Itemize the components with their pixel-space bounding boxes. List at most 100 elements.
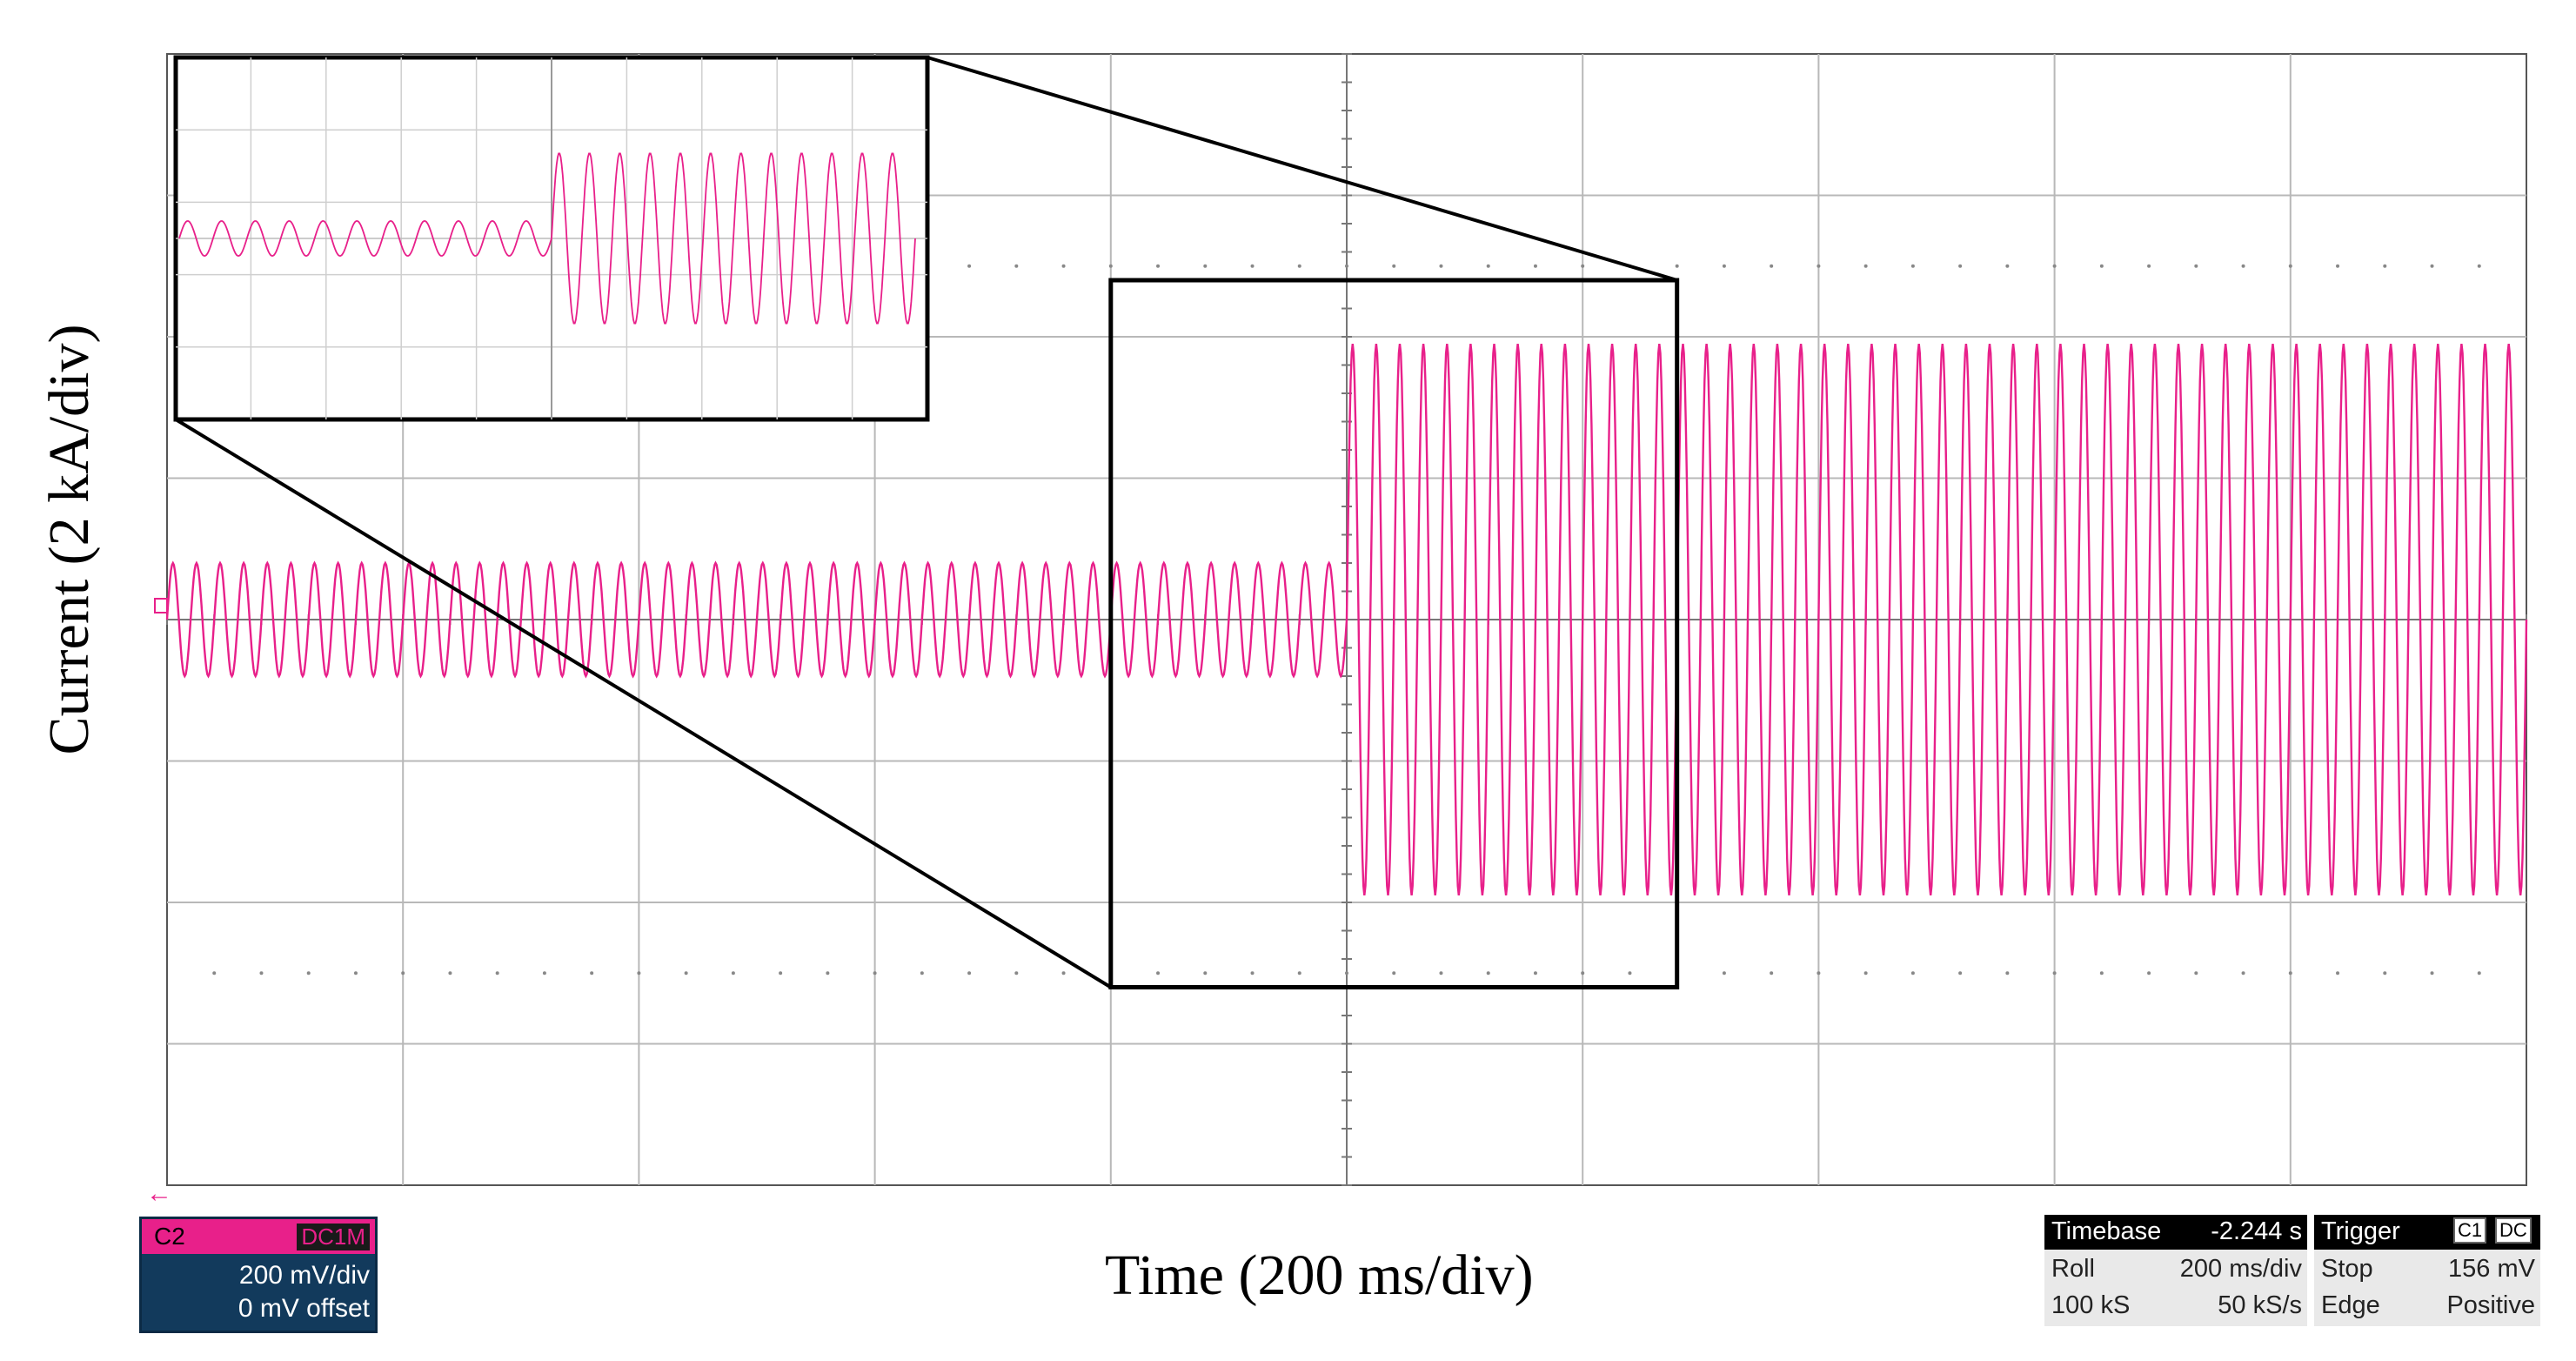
dotted-level-marker xyxy=(1014,264,1019,268)
dotted-level-marker xyxy=(212,971,217,975)
dotted-level-marker xyxy=(1581,264,1585,268)
dotted-level-marker xyxy=(1014,971,1019,975)
timebase-samples: 100 kS xyxy=(2051,1291,2131,1319)
trigger-type: Edge xyxy=(2321,1291,2380,1319)
dotted-level-marker xyxy=(259,971,264,975)
dotted-level-marker xyxy=(2477,971,2481,975)
trigger-panel[interactable]: Trigger C1 DC Stop 156 mV Edge Positive xyxy=(2314,1215,2540,1326)
dotted-level-marker xyxy=(1156,971,1161,975)
dotted-level-marker xyxy=(2288,264,2292,268)
trigger-slope: Positive xyxy=(2446,1291,2535,1319)
callout-line-bottom xyxy=(174,418,1112,989)
dotted-level-marker xyxy=(920,971,924,975)
channel-descriptor[interactable]: C2 DC1M 200 mV/div 0 mV offset xyxy=(139,1217,378,1333)
dotted-level-marker xyxy=(1345,264,1348,268)
trace-segment xyxy=(165,560,1348,679)
channel-name: C2 xyxy=(154,1223,185,1250)
dotted-level-marker xyxy=(1722,264,1726,268)
dotted-level-marker xyxy=(1628,971,1632,975)
dotted-level-marker xyxy=(1817,264,1821,268)
dotted-level-marker xyxy=(1108,264,1113,268)
dotted-level-marker xyxy=(1392,971,1396,975)
dotted-level-marker xyxy=(1533,264,1537,268)
channel-coupling: DC1M xyxy=(295,1222,371,1252)
timebase-title: Timebase xyxy=(2051,1217,2162,1245)
dotted-level-marker xyxy=(1439,264,1443,268)
dotted-level-marker xyxy=(2383,971,2387,975)
trigger-title: Trigger xyxy=(2321,1217,2400,1245)
dotted-level-marker xyxy=(731,971,735,975)
dotted-level-marker xyxy=(1061,971,1066,975)
callout-line-top xyxy=(927,56,1678,282)
dotted-level-marker xyxy=(2194,264,2198,268)
dotted-level-marker xyxy=(2147,971,2151,975)
dotted-level-marker xyxy=(1770,264,1774,268)
dotted-level-marker xyxy=(2147,264,2151,268)
dotted-level-marker xyxy=(2005,971,2010,975)
ground-marker xyxy=(154,598,168,613)
dotted-level-marker xyxy=(2477,264,2481,268)
dotted-level-marker xyxy=(1910,264,1915,268)
dotted-level-marker xyxy=(1203,264,1208,268)
dotted-level-marker xyxy=(2430,971,2434,975)
dotted-level-marker xyxy=(1061,264,1066,268)
dotted-level-marker xyxy=(1581,971,1585,975)
timebase-panel[interactable]: Timebase -2.244 s Roll 200 ms/div 100 kS… xyxy=(2044,1215,2307,1326)
dotted-level-marker xyxy=(2241,264,2245,268)
dotted-level-marker xyxy=(1203,971,1208,975)
dotted-level-marker xyxy=(1345,971,1348,975)
dotted-level-marker xyxy=(2005,264,2010,268)
dotted-level-marker xyxy=(2430,264,2434,268)
dotted-level-marker xyxy=(2336,971,2340,975)
dotted-level-marker xyxy=(873,971,877,975)
dotted-level-marker xyxy=(1863,971,1868,975)
dotted-level-marker xyxy=(306,971,311,975)
dotted-level-marker xyxy=(2052,264,2057,268)
dotted-level-marker xyxy=(1533,971,1537,975)
dotted-level-marker xyxy=(1297,264,1301,268)
trigger-coupling: DC xyxy=(2495,1217,2532,1244)
dotted-level-marker xyxy=(1486,264,1490,268)
dotted-level-marker xyxy=(967,264,972,268)
dotted-level-marker xyxy=(1250,264,1255,268)
channel-offset: 0 mV offset xyxy=(238,1294,370,1323)
dotted-level-marker xyxy=(1486,971,1490,975)
dotted-level-marker xyxy=(1297,971,1301,975)
dotted-level-marker xyxy=(2052,971,2057,975)
dotted-level-marker xyxy=(401,971,405,975)
dotted-level-marker xyxy=(2194,971,2198,975)
dotted-level-marker xyxy=(1958,971,1963,975)
dotted-level-marker xyxy=(1675,264,1679,268)
dotted-level-marker xyxy=(353,971,358,975)
dotted-level-marker xyxy=(1156,264,1161,268)
dotted-level-marker xyxy=(1392,264,1396,268)
dotted-level-marker xyxy=(684,971,688,975)
trace-segment xyxy=(1345,343,2528,896)
dotted-level-marker xyxy=(2099,971,2104,975)
dotted-level-marker xyxy=(590,971,594,975)
inset-trace-after xyxy=(551,152,916,325)
dotted-level-marker xyxy=(495,971,499,975)
x-axis-label: Time (200 ms/div) xyxy=(1105,1244,1534,1307)
dotted-level-marker xyxy=(2099,264,2104,268)
y-axis-label: Current (2 kA/div) xyxy=(37,324,101,755)
timebase-rate: 50 kS/s xyxy=(2218,1291,2302,1319)
dotted-level-marker xyxy=(826,971,830,975)
main-trace xyxy=(165,343,2528,896)
timebase-mode: Roll xyxy=(2051,1255,2095,1283)
zoom-inset xyxy=(173,55,930,422)
trigger-position-arrow-icon: ← xyxy=(146,1179,172,1208)
channel-header: C2 DC1M xyxy=(142,1219,375,1254)
dotted-level-marker xyxy=(967,971,972,975)
zoom-region-box xyxy=(1108,278,1680,989)
inset-trace-before xyxy=(178,220,552,257)
dotted-level-marker xyxy=(2336,264,2340,268)
channel-scale: 200 mV/div xyxy=(238,1261,370,1290)
timebase-value: -2.244 s xyxy=(2211,1217,2302,1245)
dotted-level-marker xyxy=(1439,971,1443,975)
dotted-level-marker xyxy=(1770,971,1774,975)
dotted-level-marker xyxy=(1817,971,1821,975)
dotted-level-marker xyxy=(1958,264,1963,268)
dotted-level-marker xyxy=(1910,971,1915,975)
